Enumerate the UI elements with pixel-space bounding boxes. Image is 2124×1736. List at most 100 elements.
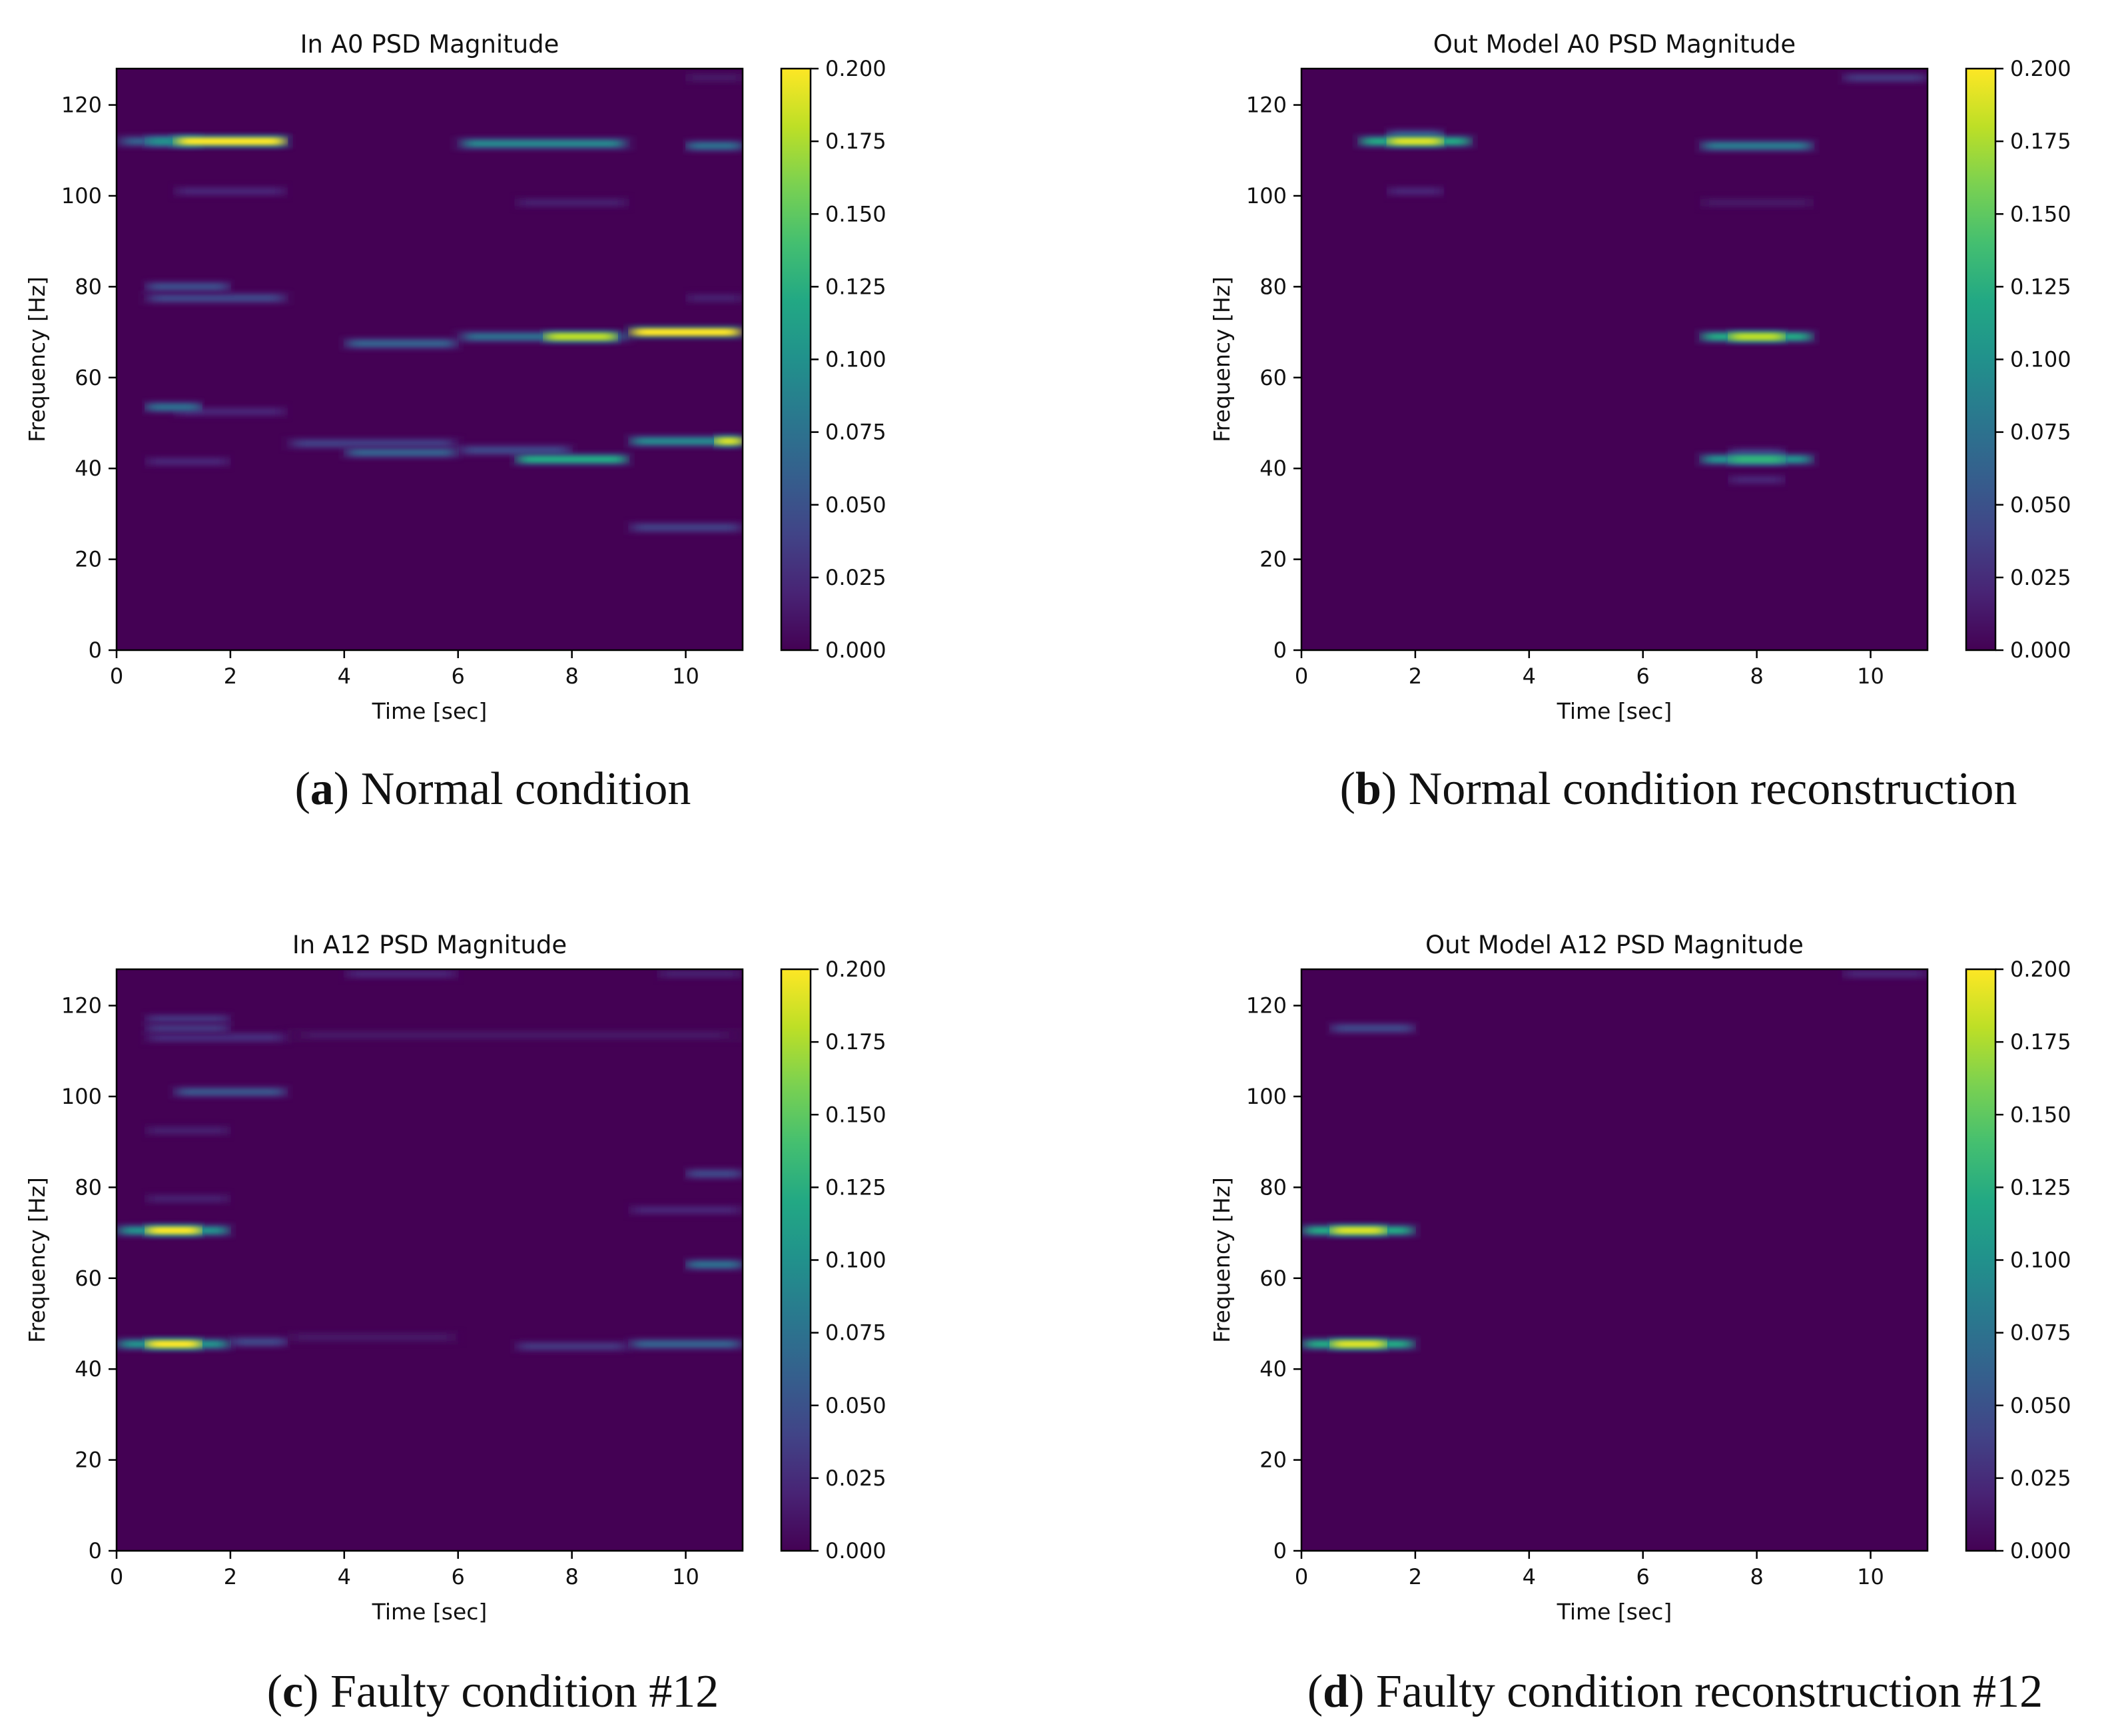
heatmap-band: [1332, 1340, 1385, 1348]
heatmap-band: [178, 137, 283, 145]
y-tick-label: 20: [75, 1448, 102, 1473]
heatmap-band: [633, 1340, 739, 1348]
heatmap-band: [687, 142, 741, 150]
colorbar-tick-label: 0.075: [2010, 420, 2071, 445]
colorbar-tick-label: 0.200: [2010, 56, 2071, 81]
y-axis-label: Frequency [Hz]: [24, 1177, 50, 1343]
heatmap-band: [633, 437, 739, 445]
x-tick-label: 4: [338, 1564, 351, 1589]
x-tick-label: 4: [1523, 1564, 1536, 1589]
x-tick-label: 8: [1750, 663, 1763, 689]
caption-d: (d) Faulty condition reconstruction #12: [1307, 1666, 2043, 1717]
heatmap-band: [148, 458, 227, 466]
heatmap-band: [633, 524, 739, 532]
x-tick-label: 8: [1750, 1564, 1763, 1589]
x-axis-label: Time [sec]: [1557, 698, 1672, 724]
y-tick-label: 60: [75, 1266, 102, 1291]
heatmap-band: [687, 1170, 741, 1178]
colorbar-tick-label: 0.125: [2010, 1174, 2071, 1200]
colorbar-tick-label: 0.100: [825, 347, 886, 372]
x-tick-label: 10: [672, 663, 699, 689]
y-tick-label: 40: [1259, 456, 1287, 481]
heatmap-band: [305, 1031, 725, 1039]
x-tick-label: 10: [1857, 663, 1884, 689]
heatmap-cells: [117, 70, 743, 535]
colorbar-tick-label: 0.100: [2010, 347, 2071, 372]
heatmap-band: [1333, 1025, 1412, 1033]
y-tick-label: 100: [61, 1084, 102, 1109]
colorbar: [1966, 69, 1995, 650]
heatmap-band: [1704, 199, 1810, 207]
colorbar-tick-label: 0.000: [2010, 638, 2071, 663]
heatmap-band: [464, 332, 622, 340]
heatmap-band: [464, 140, 622, 148]
y-tick-label: 80: [1259, 1174, 1287, 1200]
y-axis-label: Frequency [Hz]: [1209, 1177, 1235, 1343]
y-tick-label: 40: [75, 456, 102, 481]
x-axis-label: Time [sec]: [372, 1599, 488, 1625]
y-tick-label: 100: [1246, 1084, 1287, 1109]
colorbar: [1966, 969, 1995, 1551]
y-tick-label: 100: [61, 183, 102, 209]
colorbar-tick-label: 0.000: [825, 638, 886, 663]
caption-b: (b) Normal condition reconstruction: [1339, 763, 2017, 815]
heatmap-band: [1730, 476, 1783, 484]
x-axis-label: Time [sec]: [372, 698, 488, 724]
x-tick-label: 2: [224, 663, 237, 689]
heatmap-band: [151, 294, 282, 302]
heatmap-band: [147, 1226, 200, 1234]
heatmap-cells: [1358, 70, 1928, 488]
plot-frame: [115, 968, 744, 1552]
heatmap-band: [178, 408, 283, 416]
x-tick-label: 2: [1409, 663, 1422, 689]
heatmap-band: [178, 1088, 283, 1096]
heatmap-band: [546, 332, 615, 340]
heatmap-band: [520, 1342, 625, 1350]
colorbar-tick-label: 0.200: [2010, 957, 2071, 982]
x-tick-label: 0: [110, 663, 123, 689]
colorbar: [781, 969, 811, 1551]
colorbar: [781, 69, 811, 650]
heatmap-band: [687, 74, 741, 82]
y-tick-label: 40: [75, 1356, 102, 1382]
x-tick-label: 2: [224, 1564, 237, 1589]
heatmap-band: [1704, 142, 1810, 150]
colorbar-tick-label: 0.000: [2010, 1538, 2071, 1563]
heatmap-band: [520, 456, 625, 464]
colorbar-tick-label: 0.150: [825, 1102, 886, 1127]
colorbar-tick-label: 0.150: [2010, 201, 2071, 226]
x-tick-label: 6: [1636, 1564, 1650, 1589]
x-tick-label: 0: [110, 1564, 123, 1589]
x-tick-label: 6: [452, 1564, 465, 1589]
y-tick-label: 20: [1259, 1448, 1287, 1473]
heatmap-band: [1730, 332, 1783, 340]
colorbar-tick-label: 0.075: [825, 1320, 886, 1346]
heatmap-band: [633, 328, 739, 336]
heatmap-band: [1845, 970, 1924, 978]
x-tick-label: 4: [338, 663, 351, 689]
colorbar-tick-label: 0.025: [825, 1466, 886, 1491]
colorbar-tick-label: 0.050: [825, 492, 886, 518]
heatmap-band: [148, 1015, 227, 1023]
y-tick-label: 120: [61, 93, 102, 118]
heatmap-band: [687, 294, 741, 302]
heatmap-band: [147, 403, 200, 411]
y-tick-label: 0: [89, 638, 102, 663]
colorbar-tick-label: 0.075: [2010, 1320, 2071, 1346]
colorbar-tick-label: 0.175: [2010, 1029, 2071, 1055]
x-tick-label: 0: [1295, 663, 1308, 689]
chart-title: Out Model A12 PSD Magnitude: [1425, 931, 1804, 959]
heatmap-band: [151, 1033, 282, 1041]
heatmap-cells: [117, 969, 743, 1354]
heatmap-band: [348, 340, 454, 348]
heatmap-band: [294, 440, 452, 448]
heatmap-band: [148, 282, 227, 290]
x-tick-label: 8: [565, 1564, 578, 1589]
heatmap-background: [1301, 69, 1928, 650]
chart-title: Out Model A0 PSD Magnitude: [1433, 30, 1796, 59]
caption-c: (c) Faulty condition #12: [266, 1666, 719, 1717]
y-tick-label: 80: [1259, 274, 1287, 299]
y-tick-label: 20: [75, 547, 102, 572]
